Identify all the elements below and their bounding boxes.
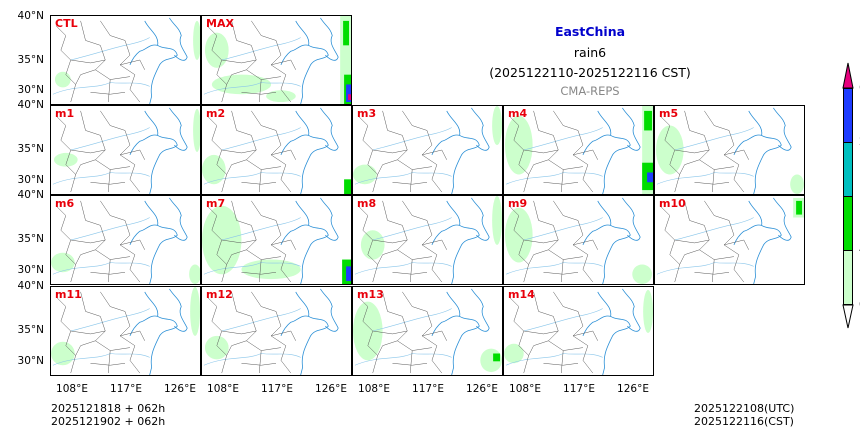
panel-label: m8 <box>357 197 377 210</box>
panel-label: m10 <box>659 197 686 210</box>
lon-label-108: 108°E <box>207 383 239 395</box>
panel-label: CTL <box>55 17 78 30</box>
map-panel-m7: m7 <box>201 195 352 285</box>
map-panel-m13: m13 <box>352 286 503 376</box>
chart-title-variable: rain6 <box>573 45 607 60</box>
panel-label: m12 <box>206 288 233 301</box>
lat-label-35: 35°N <box>17 324 44 336</box>
lat-label-30: 30°N <box>17 355 44 367</box>
map-panel-m5: m5 <box>654 105 805 195</box>
init-time-line-1: 2025121818 + 062h <box>51 402 166 415</box>
colorbar-segment-0.1-4 <box>843 250 853 305</box>
map-panel-ctl: CTL <box>50 15 201 105</box>
panel-label: m2 <box>206 107 226 120</box>
lat-label-30: 30°N <box>17 174 44 186</box>
panel-label: m5 <box>659 107 679 120</box>
lat-label-30: 30°N <box>17 84 44 96</box>
valid-time-cst: 2025122116(CST) <box>694 415 794 428</box>
panel-label: m1 <box>55 107 75 120</box>
map-panel-m11: m11 <box>50 286 201 376</box>
lon-label-126: 126°E <box>466 383 498 395</box>
lon-label-108: 108°E <box>358 383 390 395</box>
init-time-line-2: 2025121902 + 062h <box>51 415 166 428</box>
lon-label-117: 117°E <box>261 383 293 395</box>
lon-label-117: 117°E <box>563 383 595 395</box>
lat-label-40: 40°N <box>17 99 44 111</box>
panel-label: m9 <box>508 197 528 210</box>
map-panel-m2: m2 <box>201 105 352 195</box>
valid-time-utc: 2025122108(UTC) <box>694 402 795 415</box>
panel-label: m7 <box>206 197 226 210</box>
chart-title-period: (2025122110-2025122116 CST) <box>489 65 691 80</box>
colorbar-extend-max <box>842 62 854 89</box>
map-panel-m3: m3 <box>352 105 503 195</box>
lat-label-40: 40°N <box>17 10 44 22</box>
colorbar-segment-25-60 <box>843 88 853 143</box>
lat-label-40: 40°N <box>17 280 44 292</box>
panel-label: m3 <box>357 107 377 120</box>
map-panel-m9: m9 <box>503 195 654 285</box>
lon-label-126: 126°E <box>617 383 649 395</box>
panel-label: m13 <box>357 288 384 301</box>
lon-label-108: 108°E <box>56 383 88 395</box>
lon-label-117: 117°E <box>110 383 142 395</box>
map-panel-m6: m6 <box>50 195 201 285</box>
panel-label: m6 <box>55 197 75 210</box>
lon-label-126: 126°E <box>315 383 347 395</box>
chart-title-region: EastChina <box>554 24 626 39</box>
colorbar-segment-13-25 <box>843 142 853 197</box>
panel-label: m14 <box>508 288 535 301</box>
map-panel-m10: m10 <box>654 195 805 285</box>
panel-label: m11 <box>55 288 82 301</box>
colorbar-extend-min <box>842 304 854 329</box>
chart-title-model: CMA-REPS <box>560 84 620 98</box>
lat-label-35: 35°N <box>17 233 44 245</box>
map-panel-max: MAX <box>201 15 352 105</box>
colorbar-segment-4-13 <box>843 196 853 251</box>
panel-label: MAX <box>206 17 234 30</box>
map-panel-m12: m12 <box>201 286 352 376</box>
map-panel-m8: m8 <box>352 195 503 285</box>
lon-label-117: 117°E <box>412 383 444 395</box>
lat-label-35: 35°N <box>17 54 44 66</box>
lat-label-35: 35°N <box>17 143 44 155</box>
lon-label-126: 126°E <box>164 383 196 395</box>
map-panel-m14: m14 <box>503 286 654 376</box>
panel-label: m4 <box>508 107 528 120</box>
lon-label-108: 108°E <box>509 383 541 395</box>
map-panel-m1: m1 <box>50 105 201 195</box>
lat-label-30: 30°N <box>17 264 44 276</box>
lat-label-40: 40°N <box>17 189 44 201</box>
map-panel-m4: m4 <box>503 105 654 195</box>
